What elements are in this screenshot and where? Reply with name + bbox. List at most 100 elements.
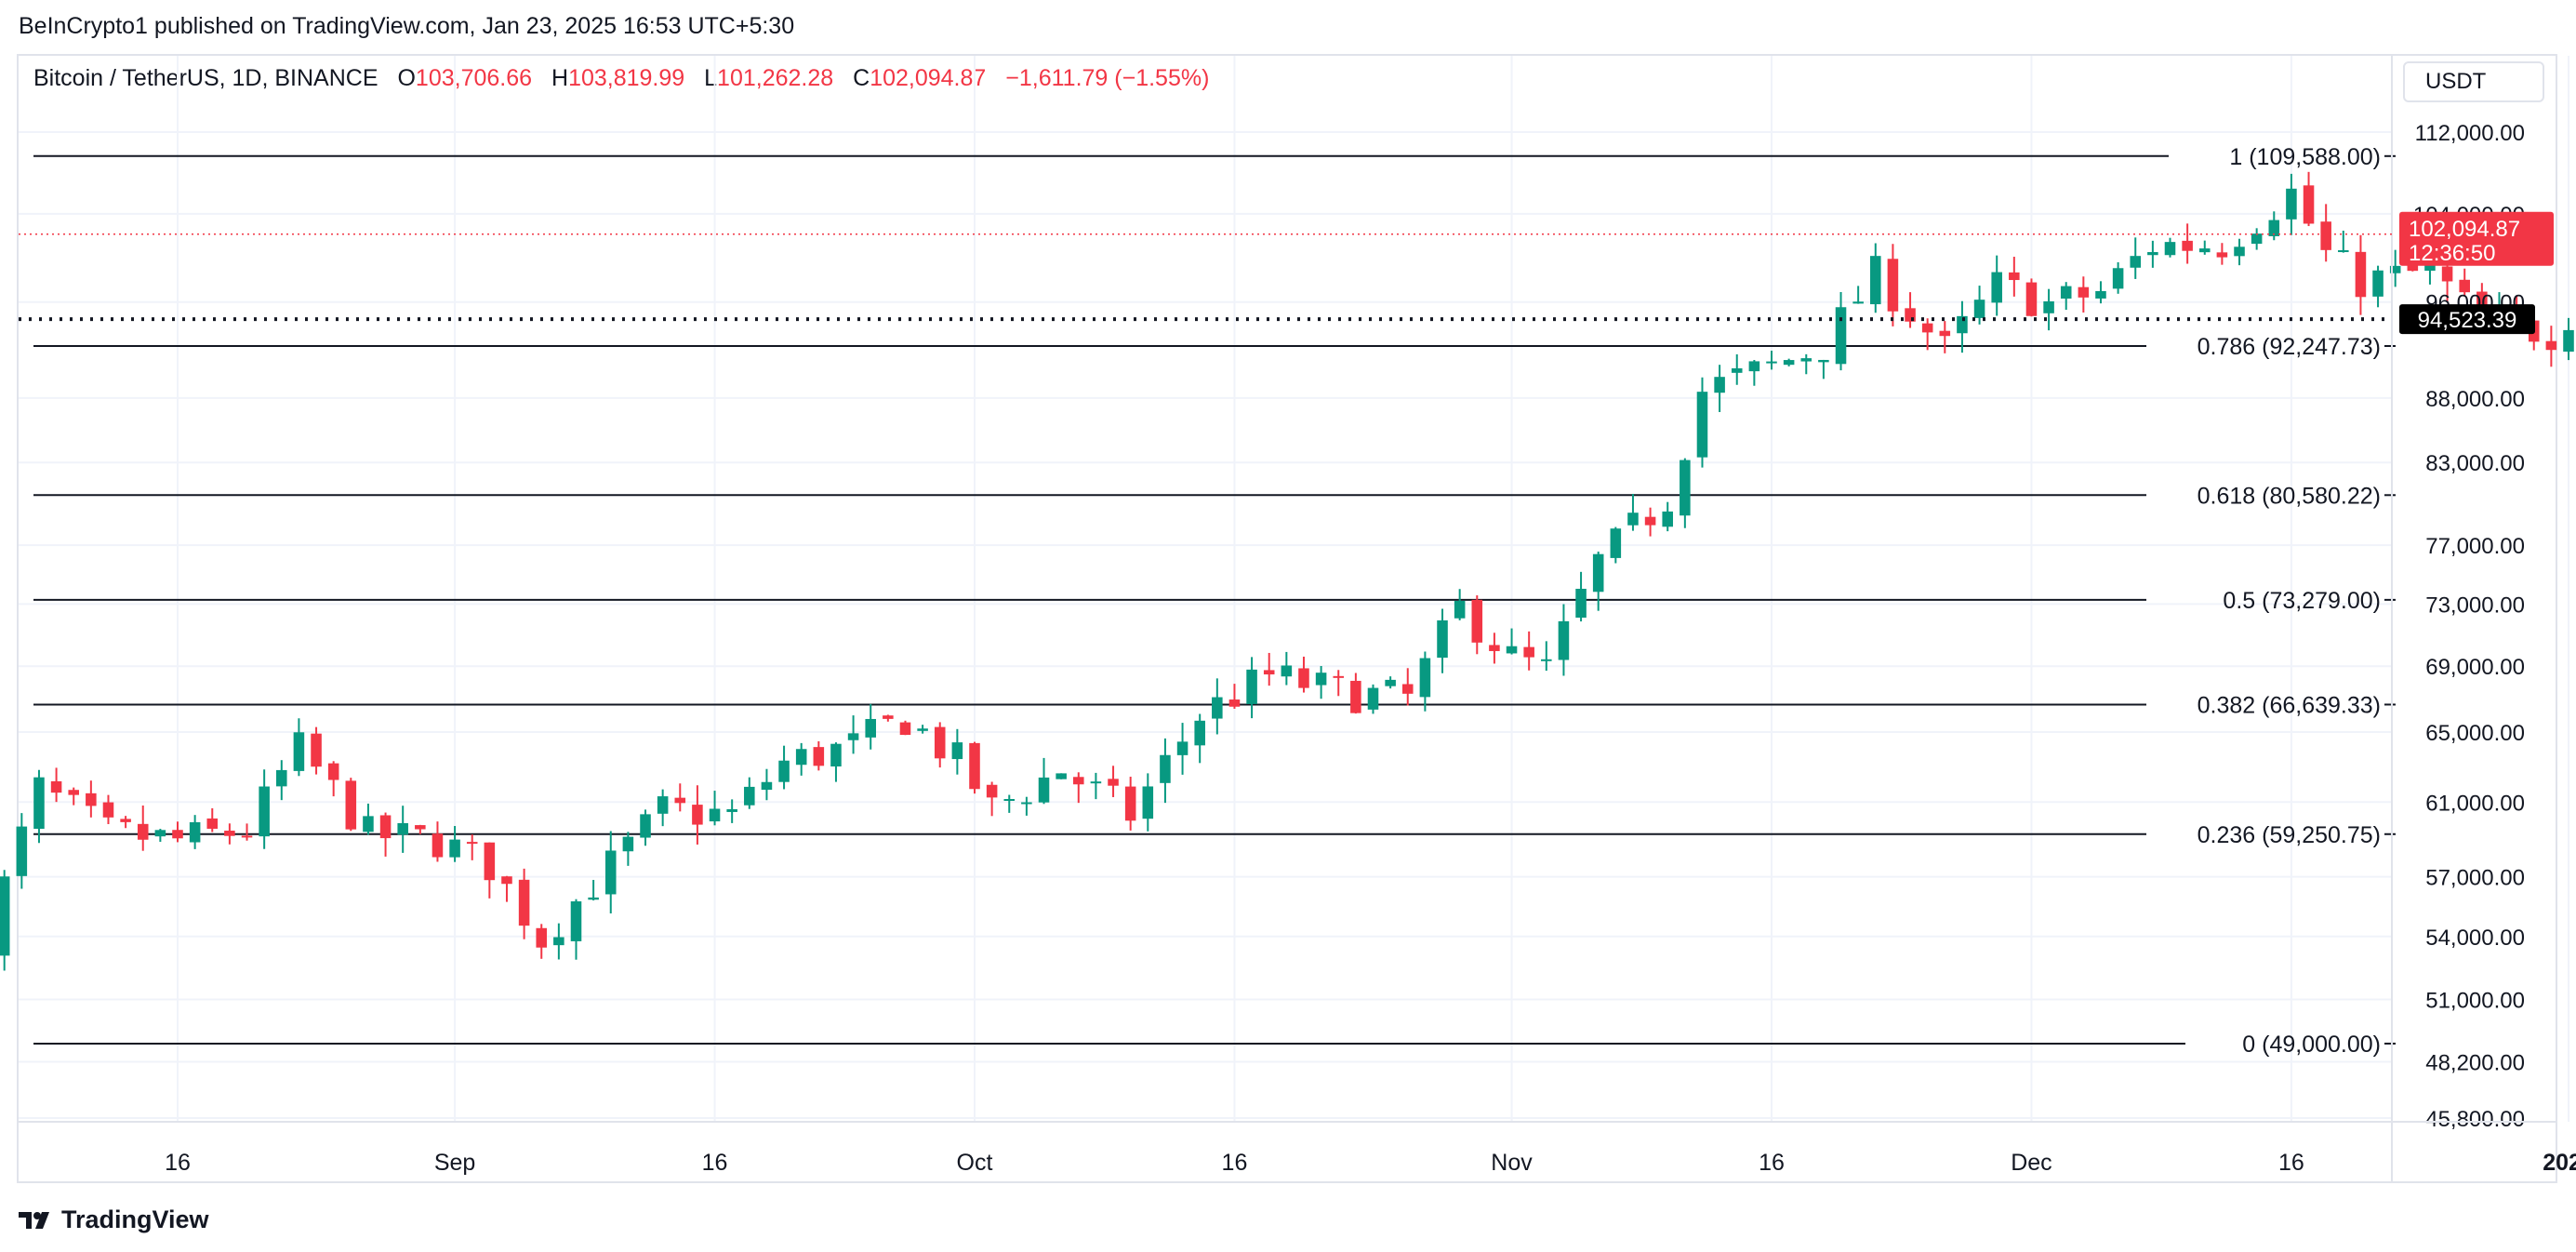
candle-body — [640, 814, 651, 838]
candle — [2545, 326, 2557, 367]
candle-body — [2043, 300, 2054, 313]
candle-body — [2268, 220, 2280, 236]
candle — [1800, 353, 1812, 375]
x-tick-label: 16 — [1222, 1150, 1248, 1176]
candle-body — [570, 901, 582, 941]
candle — [1315, 665, 1327, 699]
currency-selector[interactable]: USDT — [2403, 61, 2544, 102]
candle — [709, 791, 721, 826]
candle-body — [327, 763, 339, 780]
candle — [2216, 243, 2228, 265]
candle — [1073, 772, 1084, 804]
candle — [883, 714, 894, 722]
candle-body — [2389, 265, 2401, 273]
candle — [1558, 604, 1570, 676]
y-tick-label: 61,000.00 — [2425, 791, 2525, 816]
chart-frame — [17, 54, 2557, 1183]
candle — [640, 809, 651, 846]
candle-body — [761, 781, 773, 791]
candle-body — [1350, 680, 1361, 713]
candle — [1991, 255, 2002, 316]
candle-body — [1367, 687, 1379, 710]
candle-body — [1921, 323, 1933, 333]
countdown-label: 12:36:50 — [2409, 241, 2495, 266]
candle-body — [1038, 777, 1050, 803]
low-value: 101,262.28 — [717, 65, 834, 91]
candle-body — [50, 780, 62, 793]
candle-body — [1991, 272, 2002, 303]
candle-body — [2303, 185, 2315, 224]
candle-body — [86, 792, 97, 806]
candle-body — [1056, 773, 1067, 779]
candle — [657, 789, 669, 827]
candle-body — [726, 808, 737, 812]
candle — [2112, 261, 2124, 294]
candle-body — [1506, 646, 1518, 654]
candle — [1870, 243, 1881, 313]
x-tick-label: 2025 — [2543, 1150, 2576, 1176]
candle-body — [2198, 248, 2211, 253]
open-label: O — [397, 65, 416, 91]
candles — [0, 171, 2574, 971]
x-tick-label: Oct — [957, 1150, 993, 1176]
fib-level-label: 0 (49,000.00) — [2242, 1032, 2381, 1058]
candle-body — [1957, 315, 1968, 334]
candle — [137, 805, 149, 851]
symbol-title[interactable]: Bitcoin / TetherUS, 1D, BINANCE — [33, 65, 378, 91]
candle — [16, 813, 28, 889]
candle-body — [2025, 282, 2038, 316]
candle — [1263, 652, 1275, 686]
candle — [33, 769, 45, 844]
candle-body — [1662, 511, 1673, 527]
candle — [2372, 265, 2383, 308]
candle-body — [951, 742, 963, 760]
candle-body — [397, 822, 408, 835]
candle — [1056, 773, 1067, 779]
candle-body — [172, 830, 183, 839]
candle-body — [778, 760, 790, 782]
candle-body — [1523, 646, 1534, 658]
last-price-label: 102,094.87 — [2409, 217, 2520, 242]
candle-body — [2563, 329, 2574, 353]
candle — [1714, 365, 1725, 412]
candle — [0, 870, 10, 971]
fib-level-label: 0.618 (80,580.22) — [2198, 483, 2381, 509]
candle — [2303, 171, 2315, 227]
candle — [50, 767, 62, 803]
candle-body — [1714, 377, 1725, 393]
candle-body — [206, 818, 219, 829]
candle-body — [1852, 301, 1864, 304]
candle — [432, 821, 444, 862]
candle — [501, 875, 512, 902]
y-tick-label: 57,000.00 — [2425, 866, 2525, 891]
candle-body — [1124, 786, 1136, 821]
x-tick-label: 16 — [1759, 1150, 1785, 1176]
support-label-bg — [2399, 304, 2535, 335]
candle — [1905, 292, 1916, 328]
candle — [2198, 240, 2211, 255]
support-label: 94,523.39 — [2418, 308, 2517, 333]
candle-body — [622, 836, 634, 852]
candle-body — [709, 808, 721, 822]
candle-body — [2234, 246, 2245, 257]
candle-body — [363, 816, 374, 832]
tradingview-logo[interactable]: TradingView — [19, 1205, 209, 1234]
candle — [2043, 288, 2054, 331]
candle-body — [2459, 279, 2470, 293]
candle — [1454, 589, 1466, 620]
candle — [1108, 766, 1119, 797]
candle-body — [536, 927, 548, 948]
candle — [1176, 723, 1188, 775]
candle-body — [1298, 668, 1309, 688]
candle-body — [1142, 786, 1154, 819]
candle — [189, 815, 201, 849]
y-tick-label: 65,000.00 — [2425, 721, 2525, 746]
candle-body — [2182, 240, 2193, 251]
candle-body — [674, 797, 686, 804]
candle — [1471, 595, 1483, 655]
y-tick-label: 77,000.00 — [2425, 534, 2525, 559]
candle-body — [588, 897, 599, 900]
candle — [1835, 291, 1847, 371]
candle — [951, 728, 963, 775]
